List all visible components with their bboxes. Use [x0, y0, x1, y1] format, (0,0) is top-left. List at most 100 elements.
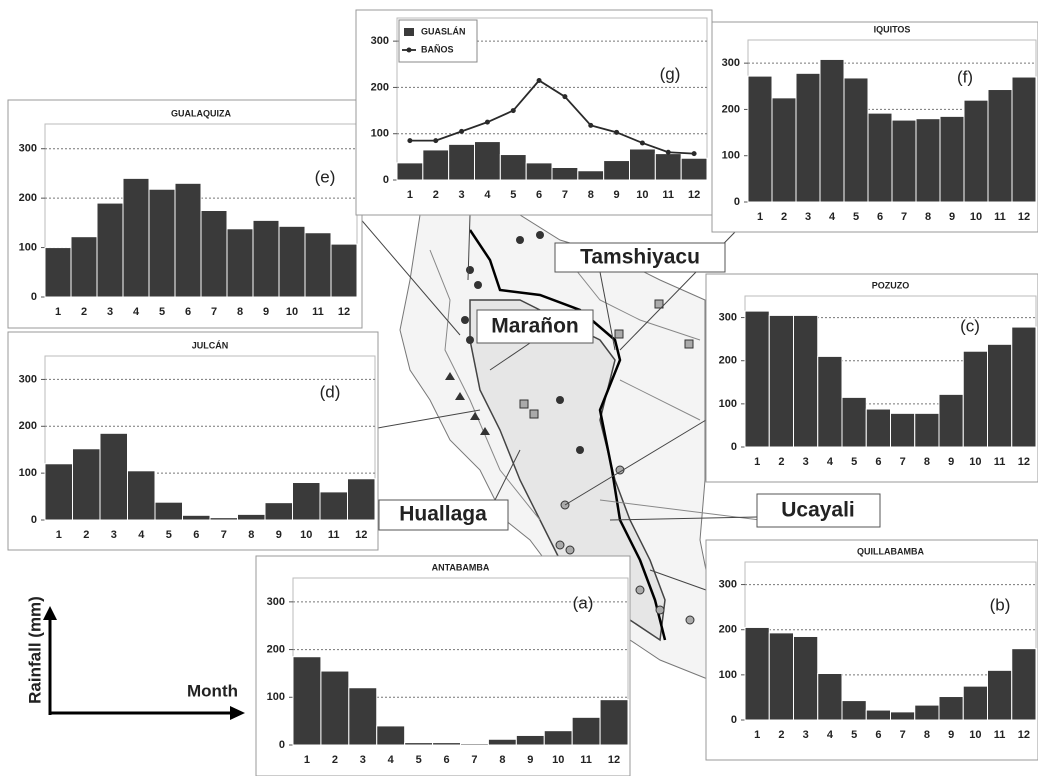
legend-label: GUASLÁN: [421, 26, 466, 36]
x-tick-label: 7: [562, 189, 568, 201]
annotation: (g): [660, 64, 681, 83]
annotation: (d): [320, 382, 341, 401]
map-labels: Tamshiyacu Marañon Huallaga Ucayali: [378, 242, 881, 531]
x-tick-label: 11: [994, 211, 1006, 223]
bar: [292, 482, 321, 521]
bar: [843, 77, 869, 203]
station: [576, 446, 584, 454]
x-tick-label: 2: [778, 729, 784, 741]
x-tick-label: 12: [1018, 729, 1030, 741]
x-tick-label: 10: [286, 306, 298, 318]
legend-swatch: [404, 28, 414, 36]
bar: [865, 709, 891, 721]
station: [556, 396, 564, 404]
annotation: (b): [990, 595, 1011, 614]
bar: [551, 167, 579, 181]
bar: [348, 687, 378, 746]
station: [461, 316, 469, 324]
bar: [841, 700, 867, 721]
x-tick-label: 8: [588, 189, 594, 201]
y-tick-label: 300: [19, 373, 37, 385]
bar: [577, 170, 605, 181]
point: [510, 108, 516, 114]
bar: [432, 742, 462, 746]
chart-title: JULCÁN: [192, 340, 229, 350]
x-tick-label: 9: [949, 211, 955, 223]
x-tick-label: 1: [754, 729, 760, 741]
bar: [448, 143, 475, 181]
y-tick-label: 0: [279, 739, 285, 751]
station: [685, 615, 695, 625]
x-tick-label: 11: [312, 306, 324, 318]
x-tick-label: 3: [107, 306, 113, 318]
station: [466, 266, 474, 274]
bar: [319, 491, 348, 521]
y-tick-label: 0: [383, 174, 389, 186]
x-tick-label: 8: [924, 729, 930, 741]
station: [555, 540, 565, 550]
station: [466, 336, 474, 344]
x-tick-label: 7: [211, 306, 217, 318]
y-tick-label: 300: [267, 596, 285, 608]
bar: [209, 517, 238, 521]
bar: [819, 58, 845, 203]
point: [484, 119, 490, 125]
x-tick-label: 3: [360, 754, 366, 766]
x-tick-label: 2: [433, 189, 439, 201]
bar: [747, 75, 773, 203]
axis-key: Rainfall (mm) Month: [25, 596, 245, 720]
x-tick-label: 1: [56, 529, 62, 541]
x-tick-label: 3: [803, 729, 809, 741]
point: [691, 151, 697, 157]
x-tick-label: 6: [875, 729, 881, 741]
bar: [278, 225, 306, 298]
bar: [148, 188, 176, 298]
bar: [654, 153, 682, 181]
x-tick-label: 7: [471, 754, 477, 766]
y-tick-label: 100: [719, 398, 737, 410]
bar: [292, 656, 322, 746]
bar: [571, 716, 601, 746]
x-tick-label: 8: [248, 529, 254, 541]
leader: [564, 419, 707, 506]
x-tick-label: 8: [237, 306, 243, 318]
bar: [474, 141, 501, 181]
line: [409, 79, 695, 155]
bar: [44, 463, 73, 521]
y-tick-label: 0: [734, 196, 740, 208]
x-tick-label: 4: [133, 306, 140, 318]
x-tick-label: 11: [328, 529, 340, 541]
map-label: Tamshiyacu: [580, 246, 700, 269]
bar: [680, 157, 708, 181]
station: [614, 329, 624, 339]
x-tick-label: 10: [552, 754, 564, 766]
y-tick-label: 200: [371, 81, 389, 93]
bar: [304, 232, 332, 298]
x-tick-label: 1: [55, 306, 61, 318]
bar: [525, 162, 553, 181]
stations: [445, 231, 584, 454]
x-tick-label: 3: [805, 211, 811, 223]
y-tick-label: 200: [267, 643, 285, 655]
bar: [154, 501, 183, 521]
x-tick-label: 5: [853, 211, 859, 223]
x-tick-label: 6: [875, 456, 881, 468]
station: [536, 231, 544, 239]
leader: [489, 342, 531, 371]
bar: [914, 704, 940, 721]
point: [562, 94, 568, 100]
x-tick-label: 11: [662, 189, 674, 201]
bar: [963, 99, 989, 203]
station: [635, 585, 645, 595]
x-tick-label: 6: [443, 754, 449, 766]
station: [474, 281, 482, 289]
x-tick-label: 3: [803, 456, 809, 468]
point: [536, 77, 542, 83]
bar: [987, 89, 1013, 203]
map-label: Ucayali: [781, 499, 855, 522]
x-tick-label: 7: [221, 529, 227, 541]
bar: [200, 210, 228, 298]
